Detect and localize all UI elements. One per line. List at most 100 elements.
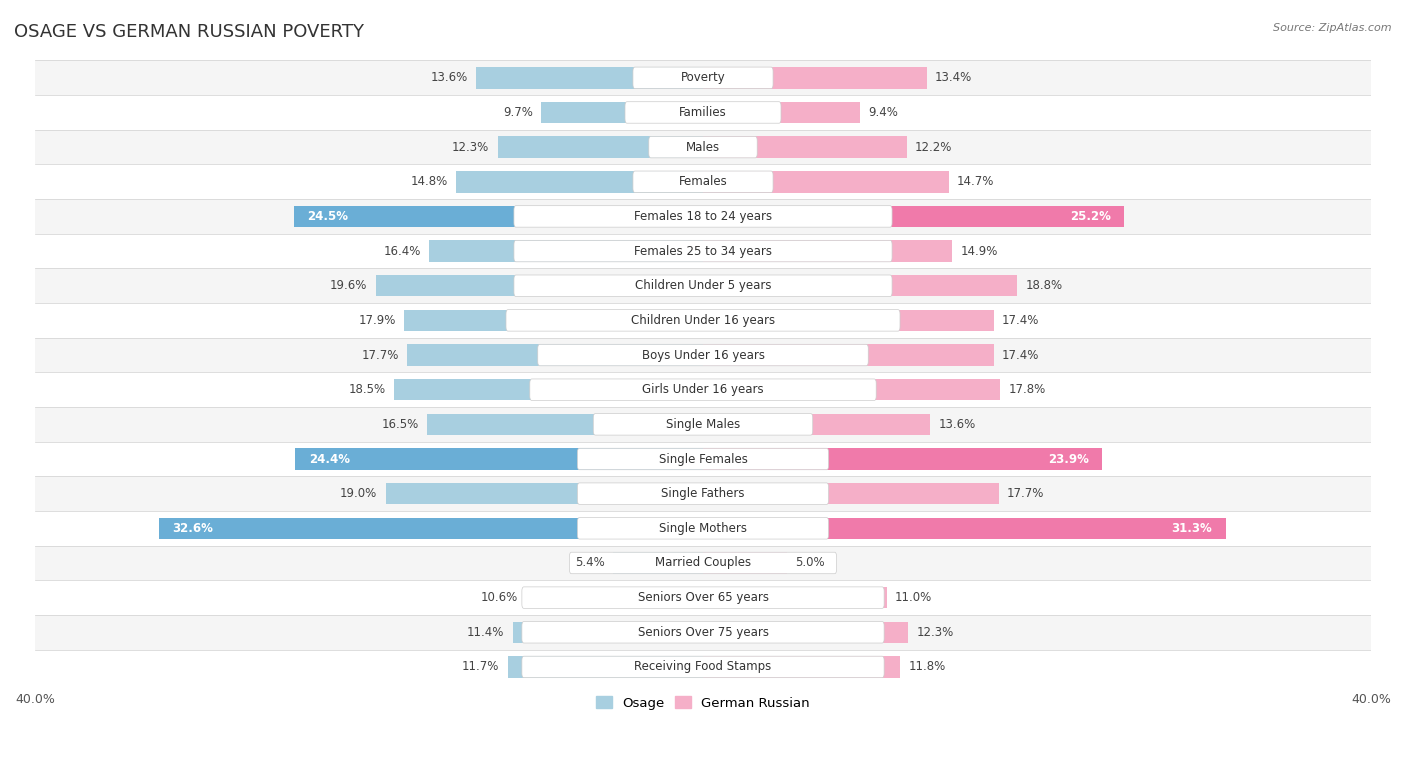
Text: Single Males: Single Males xyxy=(666,418,740,431)
FancyBboxPatch shape xyxy=(626,102,780,124)
FancyBboxPatch shape xyxy=(633,67,773,89)
Text: 24.5%: 24.5% xyxy=(307,210,349,223)
Text: Single Fathers: Single Fathers xyxy=(661,487,745,500)
Bar xyxy=(498,136,703,158)
Text: 5.0%: 5.0% xyxy=(794,556,824,569)
Bar xyxy=(159,518,703,539)
Text: 12.2%: 12.2% xyxy=(915,141,952,154)
Text: 31.3%: 31.3% xyxy=(1171,522,1212,535)
Text: 14.7%: 14.7% xyxy=(957,175,994,188)
Bar xyxy=(703,587,887,609)
Bar xyxy=(35,476,1371,511)
Text: 12.3%: 12.3% xyxy=(451,141,489,154)
Text: 17.8%: 17.8% xyxy=(1008,384,1046,396)
FancyBboxPatch shape xyxy=(522,656,884,678)
FancyBboxPatch shape xyxy=(515,275,891,296)
Bar xyxy=(703,171,949,193)
Bar xyxy=(541,102,703,124)
Bar xyxy=(35,303,1371,338)
FancyBboxPatch shape xyxy=(578,518,828,539)
Text: OSAGE VS GERMAN RUSSIAN POVERTY: OSAGE VS GERMAN RUSSIAN POVERTY xyxy=(14,23,364,41)
Bar xyxy=(35,61,1371,96)
Text: 14.8%: 14.8% xyxy=(411,175,447,188)
FancyBboxPatch shape xyxy=(633,171,773,193)
Text: Single Females: Single Females xyxy=(658,453,748,465)
Bar xyxy=(456,171,703,193)
Bar xyxy=(429,240,703,262)
Text: 11.4%: 11.4% xyxy=(467,626,505,639)
Bar xyxy=(294,205,703,227)
Text: 13.6%: 13.6% xyxy=(938,418,976,431)
Bar xyxy=(35,581,1371,615)
FancyBboxPatch shape xyxy=(578,483,828,504)
Text: Children Under 16 years: Children Under 16 years xyxy=(631,314,775,327)
Text: 16.4%: 16.4% xyxy=(384,245,420,258)
Text: Males: Males xyxy=(686,141,720,154)
Text: 32.6%: 32.6% xyxy=(172,522,212,535)
Text: 11.8%: 11.8% xyxy=(908,660,946,673)
Bar xyxy=(703,518,1226,539)
Text: 17.7%: 17.7% xyxy=(1007,487,1045,500)
Text: Families: Families xyxy=(679,106,727,119)
Bar xyxy=(404,310,703,331)
Text: Poverty: Poverty xyxy=(681,71,725,84)
Bar xyxy=(35,233,1371,268)
Bar xyxy=(35,96,1371,130)
Legend: Osage, German Russian: Osage, German Russian xyxy=(591,691,815,715)
Text: 5.4%: 5.4% xyxy=(575,556,605,569)
Bar xyxy=(703,310,994,331)
FancyBboxPatch shape xyxy=(593,414,813,435)
Bar xyxy=(35,650,1371,684)
Text: 13.4%: 13.4% xyxy=(935,71,973,84)
FancyBboxPatch shape xyxy=(569,553,837,574)
Text: 24.4%: 24.4% xyxy=(309,453,350,465)
Bar xyxy=(35,268,1371,303)
Bar xyxy=(703,414,931,435)
Bar xyxy=(703,205,1123,227)
Text: 17.7%: 17.7% xyxy=(361,349,399,362)
Text: Females 25 to 34 years: Females 25 to 34 years xyxy=(634,245,772,258)
Bar xyxy=(385,483,703,504)
Bar xyxy=(703,656,900,678)
Text: 17.4%: 17.4% xyxy=(1002,349,1039,362)
Text: Females 18 to 24 years: Females 18 to 24 years xyxy=(634,210,772,223)
Bar xyxy=(526,587,703,609)
Bar xyxy=(703,275,1017,296)
Text: 9.7%: 9.7% xyxy=(503,106,533,119)
Text: Females: Females xyxy=(679,175,727,188)
Text: Girls Under 16 years: Girls Under 16 years xyxy=(643,384,763,396)
Bar xyxy=(703,379,1000,400)
Bar xyxy=(35,338,1371,372)
Bar xyxy=(703,483,998,504)
Text: Children Under 5 years: Children Under 5 years xyxy=(634,279,772,293)
Bar xyxy=(508,656,703,678)
Bar xyxy=(475,67,703,89)
Bar xyxy=(703,102,860,124)
Bar xyxy=(35,372,1371,407)
Text: 25.2%: 25.2% xyxy=(1070,210,1111,223)
Bar xyxy=(35,407,1371,442)
Text: 18.8%: 18.8% xyxy=(1025,279,1063,293)
FancyBboxPatch shape xyxy=(530,379,876,400)
Text: 11.7%: 11.7% xyxy=(461,660,499,673)
Bar xyxy=(35,164,1371,199)
Text: 16.5%: 16.5% xyxy=(382,418,419,431)
Bar xyxy=(703,240,952,262)
Bar xyxy=(35,199,1371,233)
FancyBboxPatch shape xyxy=(515,240,891,262)
Bar xyxy=(375,275,703,296)
Text: Married Couples: Married Couples xyxy=(655,556,751,569)
Bar xyxy=(703,67,927,89)
Text: 13.6%: 13.6% xyxy=(430,71,468,84)
Bar xyxy=(35,130,1371,164)
Bar xyxy=(703,553,786,574)
Bar xyxy=(703,344,994,366)
Bar xyxy=(427,414,703,435)
Text: 19.0%: 19.0% xyxy=(340,487,377,500)
FancyBboxPatch shape xyxy=(515,205,891,227)
Bar xyxy=(35,511,1371,546)
Text: 14.9%: 14.9% xyxy=(960,245,998,258)
Text: 9.4%: 9.4% xyxy=(869,106,898,119)
Text: Source: ZipAtlas.com: Source: ZipAtlas.com xyxy=(1274,23,1392,33)
FancyBboxPatch shape xyxy=(522,587,884,609)
